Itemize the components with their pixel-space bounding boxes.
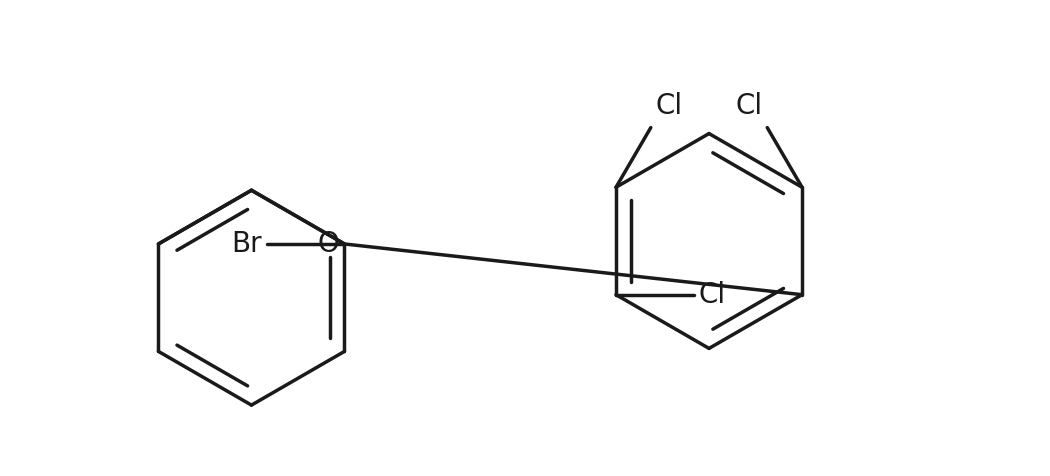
Text: Cl: Cl bbox=[735, 91, 762, 119]
Text: O: O bbox=[318, 230, 339, 258]
Text: Cl: Cl bbox=[656, 91, 682, 119]
Text: Br: Br bbox=[231, 230, 261, 258]
Text: Cl: Cl bbox=[698, 281, 726, 309]
